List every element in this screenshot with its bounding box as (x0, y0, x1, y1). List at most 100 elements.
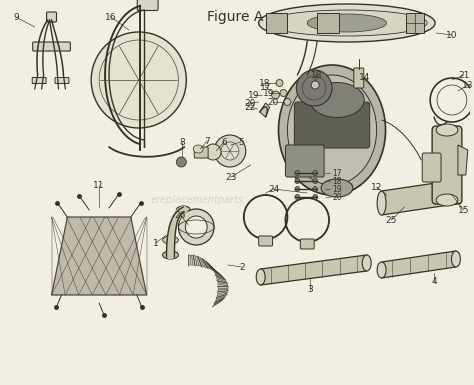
Ellipse shape (377, 191, 386, 215)
Ellipse shape (436, 124, 458, 136)
Ellipse shape (313, 171, 318, 176)
Text: 5: 5 (238, 137, 244, 147)
Polygon shape (217, 292, 228, 295)
FancyBboxPatch shape (317, 13, 339, 33)
Text: 7: 7 (204, 137, 210, 146)
Circle shape (214, 135, 246, 167)
Polygon shape (195, 256, 199, 266)
Circle shape (311, 81, 319, 89)
Polygon shape (193, 256, 197, 266)
Text: 21: 21 (458, 70, 470, 79)
Polygon shape (212, 300, 222, 307)
Text: 4: 4 (431, 278, 437, 286)
Text: 10: 10 (446, 30, 458, 40)
Text: 16: 16 (105, 12, 117, 22)
Text: 20: 20 (267, 97, 278, 107)
FancyBboxPatch shape (32, 77, 46, 84)
Text: 19: 19 (263, 89, 274, 97)
FancyBboxPatch shape (354, 68, 364, 88)
Circle shape (176, 157, 186, 167)
Polygon shape (200, 258, 205, 268)
Polygon shape (210, 266, 219, 274)
Ellipse shape (377, 262, 386, 278)
Polygon shape (261, 255, 367, 285)
Circle shape (280, 89, 287, 97)
Ellipse shape (451, 251, 460, 267)
Text: 15: 15 (458, 206, 470, 214)
FancyBboxPatch shape (422, 153, 441, 182)
FancyBboxPatch shape (294, 102, 370, 148)
Text: 18: 18 (259, 79, 270, 87)
Polygon shape (215, 274, 225, 280)
Ellipse shape (287, 75, 377, 185)
FancyBboxPatch shape (194, 147, 208, 158)
Text: 13: 13 (462, 80, 474, 89)
Ellipse shape (307, 14, 386, 32)
Ellipse shape (313, 194, 318, 199)
Polygon shape (218, 290, 228, 292)
Text: ereplacementparts: ereplacementparts (151, 195, 244, 205)
Text: 25: 25 (386, 216, 397, 224)
FancyBboxPatch shape (46, 12, 56, 22)
Polygon shape (203, 259, 209, 269)
FancyBboxPatch shape (265, 13, 287, 33)
Polygon shape (216, 295, 226, 299)
Text: 1: 1 (153, 238, 158, 248)
Polygon shape (208, 263, 216, 272)
FancyBboxPatch shape (432, 126, 462, 204)
Ellipse shape (313, 179, 318, 184)
Ellipse shape (176, 206, 190, 214)
Ellipse shape (436, 194, 458, 206)
Polygon shape (214, 298, 224, 304)
Ellipse shape (266, 10, 427, 36)
Text: 9: 9 (13, 12, 19, 22)
Circle shape (178, 209, 214, 245)
Text: 2: 2 (239, 263, 245, 271)
Polygon shape (260, 103, 270, 117)
Polygon shape (201, 258, 207, 268)
Polygon shape (210, 265, 218, 273)
FancyBboxPatch shape (406, 13, 424, 33)
Polygon shape (218, 285, 228, 287)
Circle shape (185, 216, 207, 238)
FancyBboxPatch shape (301, 239, 314, 249)
Text: 20: 20 (332, 192, 342, 201)
Polygon shape (206, 261, 213, 270)
Polygon shape (204, 260, 211, 269)
FancyBboxPatch shape (285, 145, 324, 177)
Ellipse shape (259, 4, 435, 42)
Ellipse shape (362, 255, 371, 271)
Circle shape (296, 70, 332, 106)
Polygon shape (458, 145, 468, 175)
Polygon shape (217, 277, 227, 282)
FancyBboxPatch shape (137, 0, 158, 10)
Polygon shape (198, 257, 203, 267)
FancyBboxPatch shape (33, 42, 70, 51)
Text: 17: 17 (332, 169, 342, 177)
Text: 20: 20 (244, 99, 255, 107)
Polygon shape (217, 279, 227, 283)
Polygon shape (218, 291, 228, 293)
Text: 22: 22 (244, 102, 255, 112)
Polygon shape (190, 255, 192, 265)
Text: 23: 23 (225, 172, 237, 181)
Polygon shape (213, 300, 223, 306)
Text: 19: 19 (332, 184, 342, 194)
Ellipse shape (313, 186, 318, 191)
Polygon shape (188, 255, 190, 265)
Circle shape (221, 142, 239, 160)
Text: 14: 14 (359, 72, 370, 82)
Polygon shape (218, 281, 228, 285)
Ellipse shape (451, 180, 460, 204)
Polygon shape (216, 296, 226, 301)
Polygon shape (207, 262, 215, 271)
Polygon shape (217, 293, 227, 297)
Ellipse shape (163, 236, 178, 244)
Polygon shape (382, 180, 456, 215)
Ellipse shape (295, 171, 300, 176)
Polygon shape (197, 256, 201, 266)
Circle shape (91, 32, 186, 128)
Polygon shape (191, 255, 195, 265)
Ellipse shape (295, 194, 300, 199)
Text: 3: 3 (307, 286, 313, 295)
